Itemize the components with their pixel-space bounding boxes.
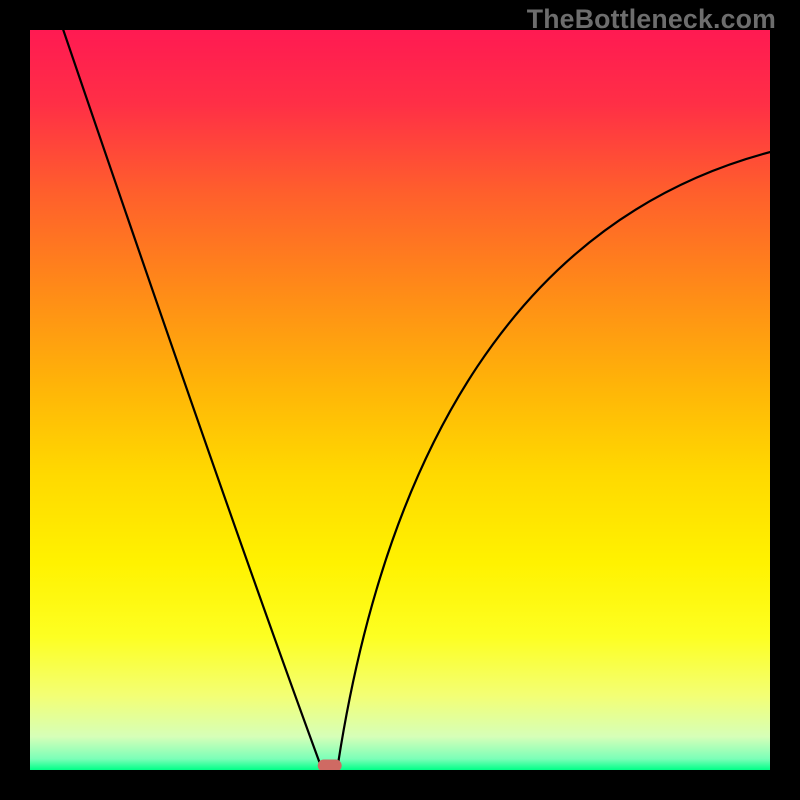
plot-svg <box>30 30 770 770</box>
gradient-background <box>30 30 770 770</box>
watermark-text: TheBottleneck.com <box>527 4 776 35</box>
plot-area <box>30 30 770 770</box>
vertex-marker <box>318 760 342 770</box>
